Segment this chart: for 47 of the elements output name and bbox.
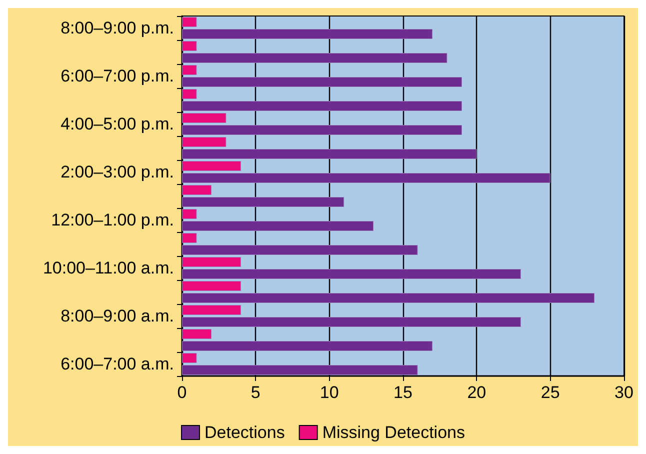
y-tick-label: 4:00–5:00 p.m. — [60, 114, 174, 134]
bar — [182, 293, 595, 303]
bar — [182, 209, 197, 219]
y-tick-label: 8:00–9:00 a.m. — [60, 306, 174, 326]
bar — [182, 77, 462, 87]
legend-label: Detections — [204, 423, 285, 442]
x-tick-label: 25 — [540, 383, 560, 402]
bar — [182, 341, 432, 351]
bar — [182, 137, 226, 147]
y-tick-label: 10:00–11:00 a.m. — [42, 258, 174, 278]
y-tick-label: 8:00–9:00 p.m. — [60, 18, 174, 38]
bar — [182, 197, 344, 207]
bar — [182, 149, 477, 159]
bar — [182, 281, 241, 291]
legend-label: Missing Detections — [322, 423, 465, 442]
bar — [182, 173, 550, 183]
bar — [182, 65, 197, 75]
x-tick-label: 30 — [614, 383, 634, 402]
bar — [182, 245, 418, 255]
y-tick-label: 12:00–1:00 p.m. — [51, 210, 174, 230]
bar — [182, 257, 241, 267]
bar — [182, 53, 448, 63]
x-tick-label: 15 — [394, 383, 412, 402]
bar — [182, 17, 197, 27]
bar — [182, 305, 241, 315]
bar — [182, 233, 197, 243]
bar — [182, 89, 197, 99]
bar — [182, 221, 374, 231]
bar — [182, 29, 432, 39]
bar — [182, 329, 212, 339]
bar — [182, 317, 521, 327]
bar — [182, 365, 418, 375]
bar — [182, 353, 197, 363]
y-tick-label: 6:00–7:00 p.m. — [60, 66, 174, 86]
x-tick-label: 0 — [177, 383, 187, 402]
y-tick-label: 2:00–3:00 p.m. — [60, 162, 174, 182]
y-tick-label: 6:00–7:00 a.m. — [60, 354, 174, 374]
bar — [182, 185, 212, 195]
bar — [182, 113, 226, 123]
bar — [182, 161, 241, 171]
x-tick-label: 10 — [320, 383, 339, 402]
bar — [182, 41, 197, 51]
x-tick-label: 5 — [250, 383, 260, 402]
bar — [182, 125, 462, 135]
bar — [182, 269, 521, 279]
bar — [182, 101, 462, 111]
x-tick-label: 20 — [467, 383, 486, 402]
